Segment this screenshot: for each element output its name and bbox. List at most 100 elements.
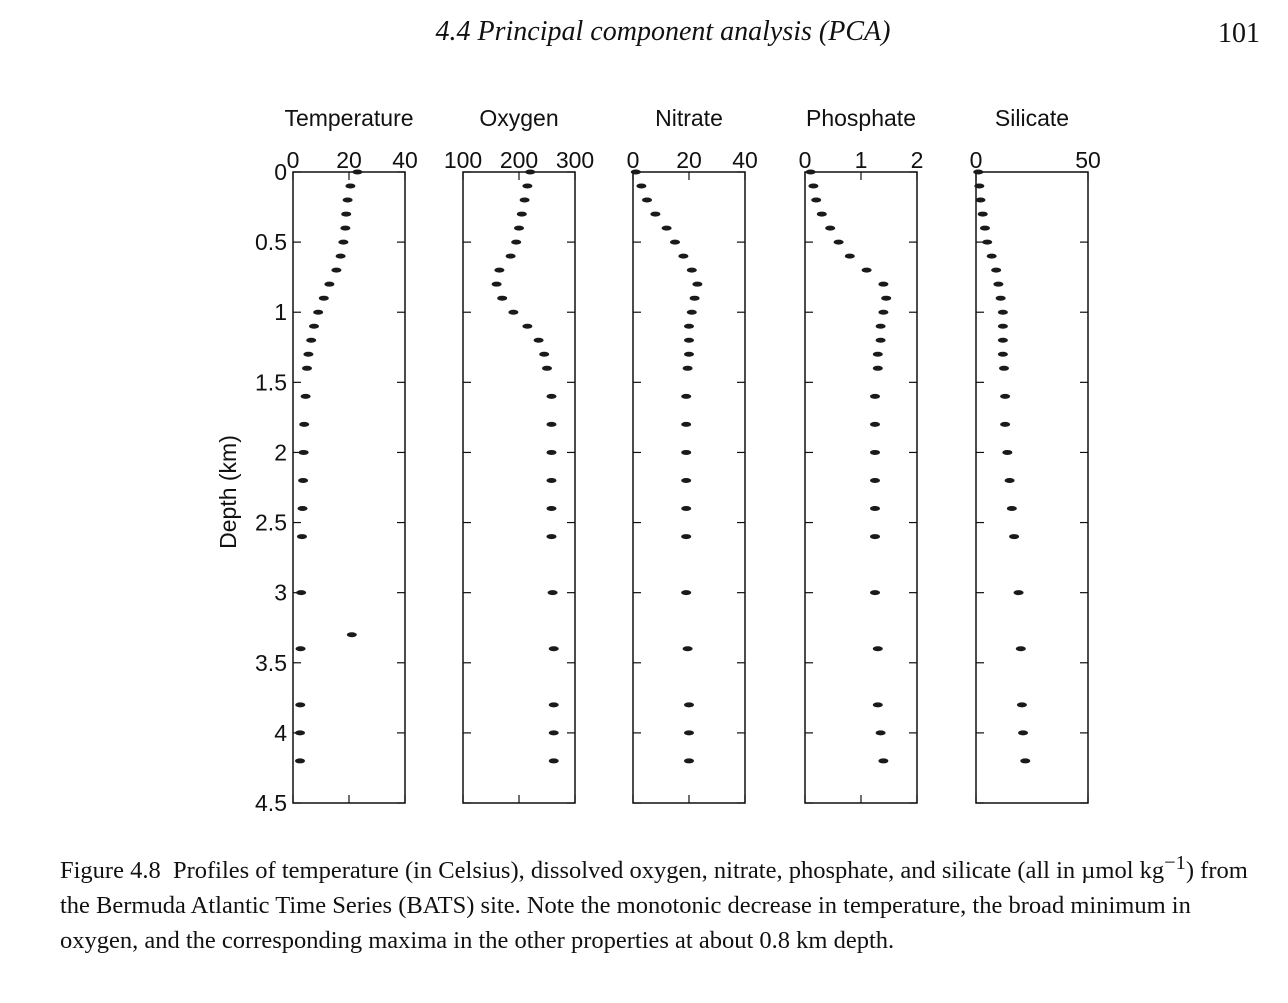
data-point — [650, 211, 661, 217]
data-point — [684, 702, 694, 708]
data-point — [1015, 646, 1026, 652]
panel-title: Temperature — [284, 105, 413, 131]
y-axis-label: Depth (km) — [215, 435, 241, 549]
data-point — [636, 183, 647, 189]
page-number: 101 — [1218, 18, 1260, 49]
data-point — [522, 323, 533, 329]
data-point — [991, 267, 1002, 273]
x-tick-label: 200 — [500, 147, 538, 173]
data-point — [508, 309, 519, 315]
data-point — [686, 267, 697, 273]
y-tick-label: 3.5 — [255, 650, 287, 676]
data-point — [681, 449, 692, 455]
data-point — [870, 449, 880, 455]
data-point — [533, 337, 544, 343]
data-point — [548, 702, 559, 708]
data-point — [352, 169, 363, 175]
plot-frame — [804, 171, 918, 804]
y-tick-label: 0 — [274, 159, 287, 185]
data-point — [993, 281, 1004, 287]
data-point — [298, 477, 309, 483]
x-tick-label: 0 — [627, 147, 640, 173]
panel-title: Phosphate — [806, 105, 916, 131]
data-point — [875, 337, 886, 343]
data-point — [1000, 393, 1011, 399]
data-point — [295, 758, 305, 764]
data-point — [861, 267, 872, 273]
data-point — [546, 393, 557, 399]
data-point — [805, 169, 816, 175]
y-tick-label: 4.5 — [255, 790, 287, 816]
data-point — [999, 365, 1009, 371]
data-point — [539, 351, 550, 357]
data-point — [302, 365, 312, 371]
data-point — [1004, 477, 1015, 483]
data-point — [844, 253, 855, 259]
data-point — [689, 295, 700, 301]
data-point — [997, 309, 1008, 315]
x-tick-label: 1 — [855, 147, 868, 173]
data-point — [341, 211, 352, 217]
data-point — [309, 323, 319, 329]
data-point — [546, 506, 557, 512]
data-point — [875, 323, 886, 329]
data-point — [833, 239, 844, 245]
data-point — [670, 239, 680, 245]
y-tick-label: 0.5 — [255, 229, 287, 255]
data-point — [340, 225, 351, 231]
data-point — [642, 197, 652, 203]
caption-text: Profiles of temperature (in Celsius), di… — [172, 857, 1165, 885]
data-point — [872, 646, 883, 652]
data-point — [974, 183, 985, 189]
data-point — [872, 351, 883, 357]
data-point — [542, 365, 552, 371]
x-tick-label: 2 — [911, 147, 924, 173]
data-point — [681, 506, 692, 512]
data-point — [296, 590, 307, 596]
data-point — [875, 730, 886, 736]
section-title: 4.4 Principal component analysis (PCA) — [435, 16, 891, 47]
y-tick-label: 3 — [274, 580, 287, 606]
data-point — [511, 239, 522, 245]
data-point — [546, 421, 557, 427]
data-point — [870, 477, 880, 483]
x-tick-label: 0 — [799, 147, 812, 173]
data-point — [345, 183, 356, 189]
data-point — [684, 730, 694, 736]
data-point — [681, 590, 692, 596]
data-point — [684, 323, 694, 329]
data-point — [295, 702, 306, 708]
data-point — [878, 309, 889, 315]
data-point — [661, 225, 672, 231]
data-point — [297, 506, 308, 512]
data-point — [298, 449, 309, 455]
plot-frame — [292, 171, 406, 804]
data-point — [881, 295, 892, 301]
data-point — [681, 393, 692, 399]
data-point — [986, 253, 997, 259]
y-tick-label: 2 — [274, 439, 287, 465]
data-point — [870, 534, 880, 540]
data-point — [872, 365, 883, 371]
data-point — [1013, 590, 1024, 596]
data-point — [324, 281, 335, 287]
data-point — [681, 534, 692, 540]
data-point — [296, 534, 307, 540]
data-point — [816, 211, 827, 217]
y-tick-label: 4 — [274, 720, 287, 746]
x-tick-label: 20 — [336, 147, 362, 173]
data-point — [313, 309, 324, 315]
data-point — [491, 281, 502, 287]
data-point — [811, 197, 822, 203]
x-tick-label: 40 — [732, 147, 758, 173]
x-tick-label: 20 — [676, 147, 702, 173]
data-point — [684, 758, 694, 764]
data-point — [1009, 534, 1020, 540]
data-point — [682, 646, 693, 652]
x-tick-label: 300 — [556, 147, 594, 173]
y-tick-label: 1 — [274, 299, 287, 325]
data-point — [346, 632, 357, 638]
data-point — [682, 365, 693, 371]
